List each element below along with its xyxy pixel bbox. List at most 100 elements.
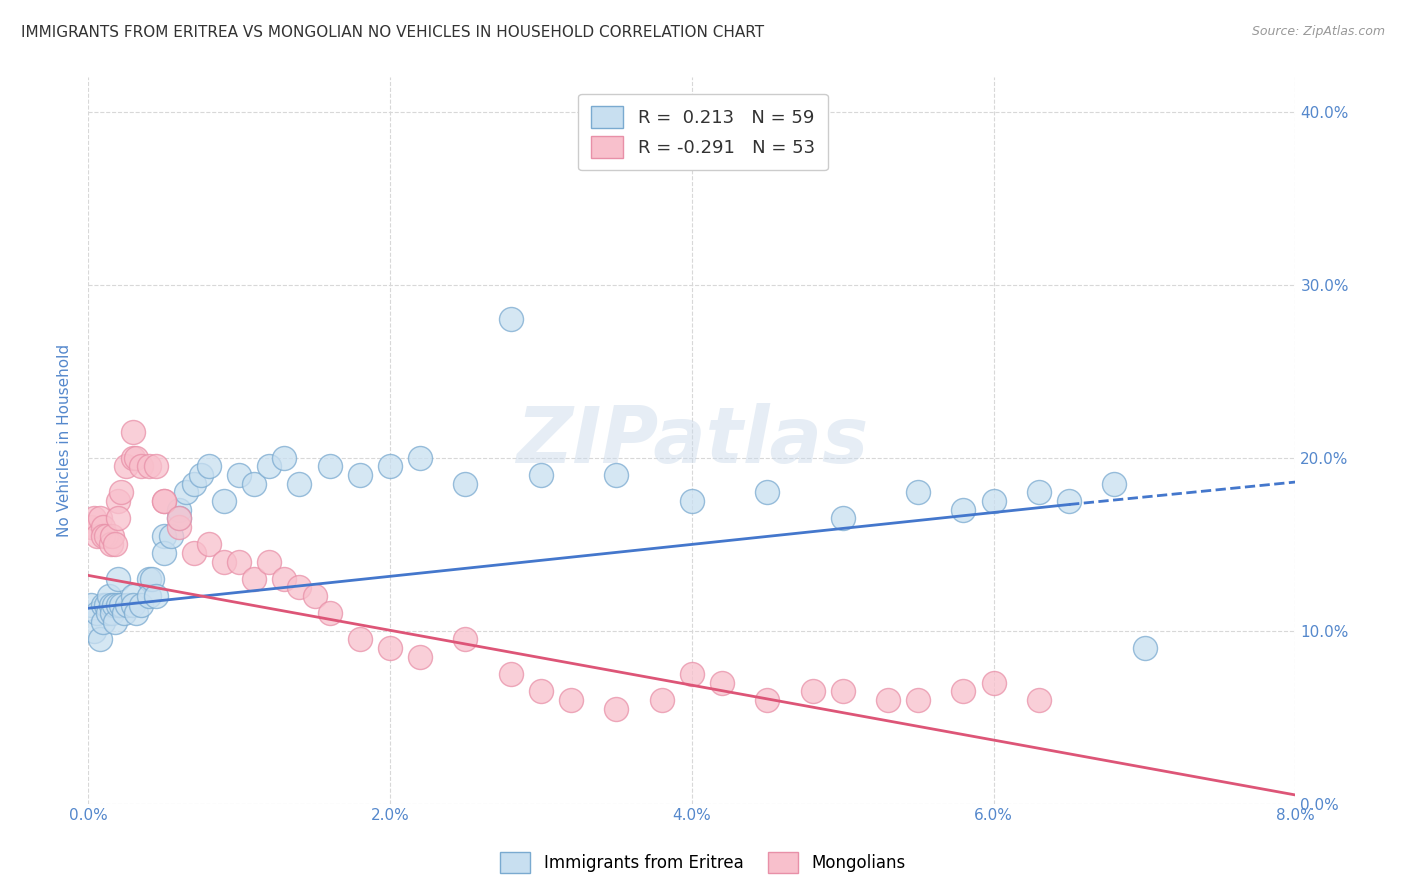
Point [80,598,103,612]
Legend: R =  0.213   N = 59, R = -0.291   N = 53: R = 0.213 N = 59, R = -0.291 N = 53 [578,94,828,170]
Point [257,555,280,569]
Point [530,684,553,698]
Point [112,607,135,621]
Point [801,684,824,698]
Point [831,511,853,525]
Point [141,572,163,586]
Point [273,450,295,465]
Point [212,555,235,569]
Point [107,494,129,508]
Point [288,581,311,595]
Point [107,511,129,525]
Point [378,640,401,655]
Point [257,459,280,474]
Point [138,589,160,603]
Point [499,312,522,326]
Point [183,546,205,560]
Point [907,485,929,500]
Text: IMMIGRANTS FROM ERITREA VS MONGOLIAN NO VEHICLES IN HOUSEHOLD CORRELATION CHART: IMMIGRANTS FROM ERITREA VS MONGOLIAN NO … [21,25,765,40]
Point [96,528,118,542]
Point [101,528,124,542]
Point [103,598,125,612]
Point [110,598,132,612]
Point [907,693,929,707]
Point [378,459,401,474]
Point [983,675,1005,690]
Point [122,450,145,465]
Point [605,468,627,483]
Point [409,450,432,465]
Point [104,615,127,629]
Point [101,607,124,621]
Point [83,624,105,638]
Point [349,468,371,483]
Point [96,598,118,612]
Point [711,675,734,690]
Point [80,520,103,534]
Point [167,520,190,534]
Point [212,494,235,508]
Point [152,494,174,508]
Point [304,589,326,603]
Point [530,468,553,483]
Point [288,476,311,491]
Point [117,598,139,612]
Point [167,511,190,525]
Point [243,572,266,586]
Point [160,528,183,542]
Point [1057,494,1080,508]
Point [167,511,190,525]
Point [125,607,148,621]
Point [651,693,673,707]
Y-axis label: No Vehicles in Household: No Vehicles in Household [58,344,72,537]
Point [560,693,582,707]
Point [86,607,108,621]
Point [145,589,167,603]
Point [228,468,250,483]
Point [97,607,120,621]
Point [167,502,190,516]
Point [100,598,122,612]
Point [91,520,114,534]
Point [1104,476,1126,491]
Point [198,459,221,474]
Point [877,693,900,707]
Point [91,598,114,612]
Point [129,459,152,474]
Point [983,494,1005,508]
Point [952,502,974,516]
Point [349,632,371,647]
Point [91,615,114,629]
Point [83,511,105,525]
Point [605,701,627,715]
Point [129,598,152,612]
Point [1028,485,1050,500]
Point [110,485,132,500]
Point [86,528,108,542]
Point [183,476,205,491]
Point [499,667,522,681]
Point [228,555,250,569]
Point [318,459,340,474]
Point [107,598,129,612]
Point [122,589,145,603]
Point [409,649,432,664]
Point [138,572,160,586]
Point [198,537,221,551]
Point [107,572,129,586]
Point [681,494,703,508]
Point [756,485,779,500]
Point [145,459,167,474]
Point [681,667,703,681]
Point [1028,693,1050,707]
Point [89,511,111,525]
Point [152,546,174,560]
Point [831,684,853,698]
Point [115,459,138,474]
Point [190,468,212,483]
Point [952,684,974,698]
Point [138,459,160,474]
Point [89,632,111,647]
Legend: Immigrants from Eritrea, Mongolians: Immigrants from Eritrea, Mongolians [494,846,912,880]
Point [243,476,266,491]
